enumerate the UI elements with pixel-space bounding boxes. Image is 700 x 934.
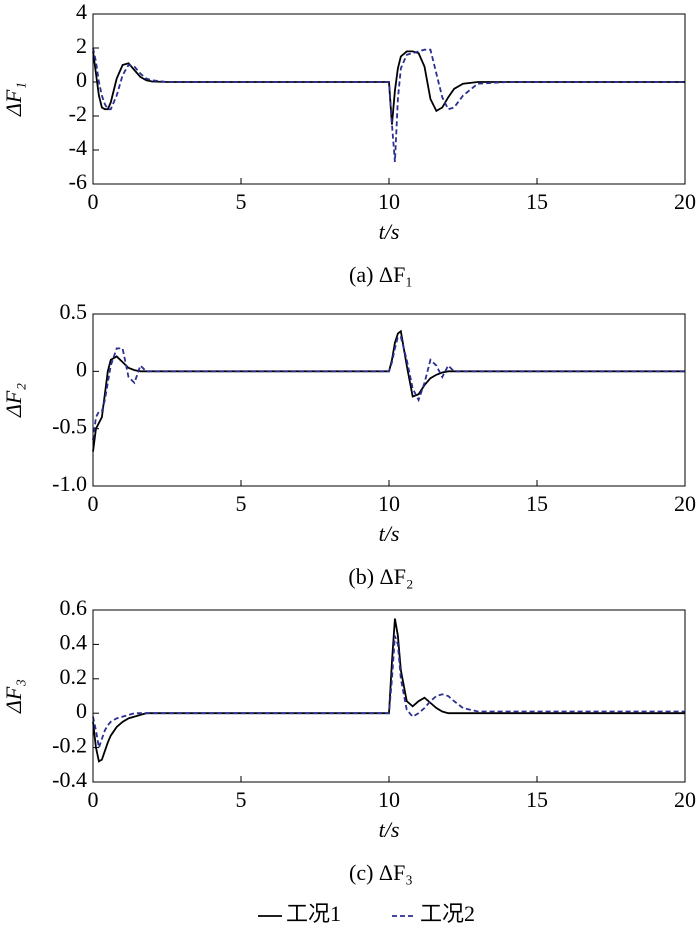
series-line	[92, 336, 685, 441]
y-tick-label: -6	[69, 169, 87, 194]
subplot: -6 -4 -2 0 2 4 0 5 10 15 20 ΔF₁ t/s (a) ΔF₁	[1, 0, 696, 287]
y-tick-label: 0	[76, 356, 87, 381]
series-line	[92, 618, 685, 763]
x-tick-label: 0	[88, 787, 99, 812]
legend-label: 工况1	[286, 901, 341, 926]
caption: (b) ΔF₂	[348, 564, 413, 589]
x-tick-label: 20	[674, 189, 696, 214]
y-tick-label: -0.2	[52, 733, 87, 758]
x-tick-label: 15	[526, 491, 548, 516]
x-axis-label: t/s	[379, 521, 400, 546]
x-tick-label: 5	[236, 491, 247, 516]
y-tick-label: 0	[76, 67, 87, 92]
y-tick-label: 0.2	[60, 664, 88, 689]
x-tick-label: 20	[674, 491, 696, 516]
series-line	[92, 47, 685, 162]
x-axis-label: t/s	[379, 817, 400, 842]
plot-frame	[92, 609, 686, 783]
y-tick-label: 0.4	[60, 629, 88, 654]
caption: (c) ΔF₃	[349, 860, 413, 885]
y-axis-label: ΔF₂	[1, 383, 26, 418]
y-tick-label: 0.6	[60, 595, 88, 620]
subplot: -0.4 -0.2 0 0.2 0.4 0.6 0 5 10 15 20 ΔF₃ t/s (c) ΔF₃	[1, 595, 696, 885]
caption: (a) ΔF₁	[349, 262, 413, 287]
subplot: -1.0 -0.5 0 0.5 0 5 10 15 20 ΔF₂ t/s (b) ΔF₂	[1, 299, 696, 589]
x-tick-label: 5	[236, 787, 247, 812]
series-line	[92, 329, 685, 452]
plot-frame	[92, 313, 686, 487]
y-tick-label: 2	[76, 33, 87, 58]
y-tick-label: 0.5	[60, 299, 88, 324]
y-tick-label: 0	[76, 698, 87, 723]
y-tick-label: -0.4	[52, 767, 87, 792]
x-tick-label: 10	[378, 491, 400, 516]
legend-label: 工况2	[420, 901, 475, 926]
x-tick-label: 10	[378, 189, 400, 214]
x-tick-label: 15	[526, 787, 548, 812]
plot-frame	[92, 13, 686, 185]
y-tick-label: 4	[76, 0, 87, 24]
series-line	[92, 635, 685, 748]
x-tick-label: 5	[236, 189, 247, 214]
y-tick-label: -4	[69, 135, 87, 160]
x-axis-label: t/s	[379, 219, 400, 244]
x-tick-label: 15	[526, 189, 548, 214]
x-tick-label: 0	[88, 491, 99, 516]
x-tick-label: 0	[88, 189, 99, 214]
y-tick-label: -1.0	[52, 471, 87, 496]
legend: 工况1 工况2	[258, 901, 475, 926]
y-axis-label: ΔF₁	[1, 82, 26, 117]
y-tick-label: -0.5	[52, 414, 87, 439]
y-axis-label: ΔF₃	[1, 679, 26, 714]
y-tick-label: -2	[69, 101, 87, 126]
x-tick-label: 20	[674, 787, 696, 812]
x-tick-label: 10	[378, 787, 400, 812]
